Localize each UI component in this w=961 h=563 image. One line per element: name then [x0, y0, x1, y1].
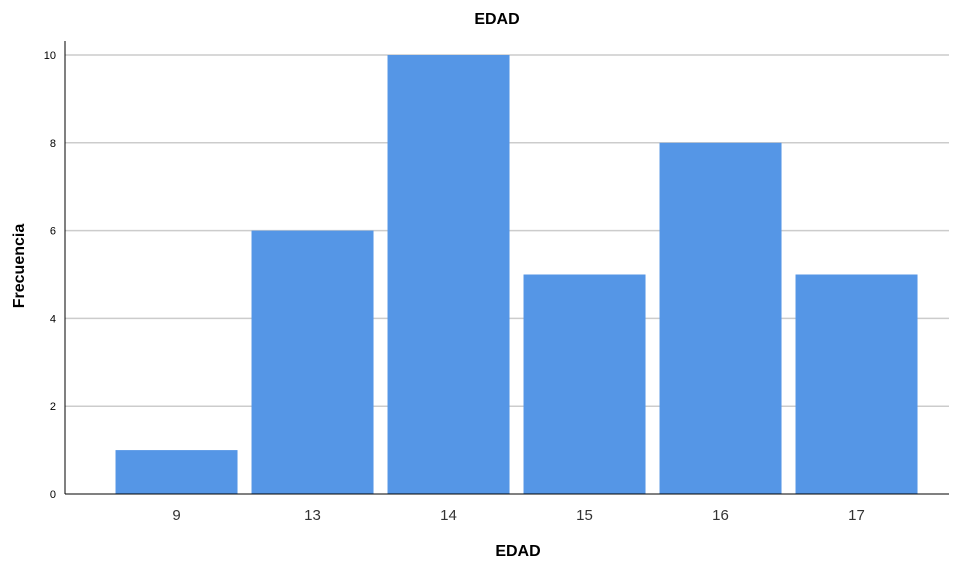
- y-axis-ticks: 0 2 4 6 8 10: [44, 50, 56, 501]
- x-tick-label: 9: [172, 507, 180, 524]
- x-tick-label: 16: [712, 507, 729, 524]
- bar-17: [795, 274, 918, 494]
- bar-13: [251, 230, 374, 494]
- chart-title: EDAD: [474, 11, 519, 28]
- bar-15: [523, 274, 646, 494]
- y-tick-label: 0: [50, 489, 56, 501]
- y-tick-label: 2: [50, 401, 56, 413]
- x-tick-label: 14: [440, 507, 457, 524]
- x-tick-label: 13: [304, 507, 321, 524]
- bar-16: [659, 142, 782, 495]
- x-tick-label: 15: [576, 507, 593, 524]
- x-axis-title: EDAD: [495, 543, 540, 560]
- y-tick-label: 10: [44, 50, 56, 62]
- y-tick-label: 8: [50, 138, 56, 150]
- x-tick-label: 17: [848, 507, 865, 524]
- y-tick-label: 6: [50, 226, 56, 238]
- bar-9: [115, 450, 238, 494]
- y-tick-label: 4: [50, 313, 56, 325]
- bars: [115, 55, 918, 495]
- bar-14: [387, 55, 510, 494]
- x-axis-ticks: 9 13 14 15 16 17: [172, 507, 865, 524]
- y-axis-title: Frecuencia: [11, 224, 28, 309]
